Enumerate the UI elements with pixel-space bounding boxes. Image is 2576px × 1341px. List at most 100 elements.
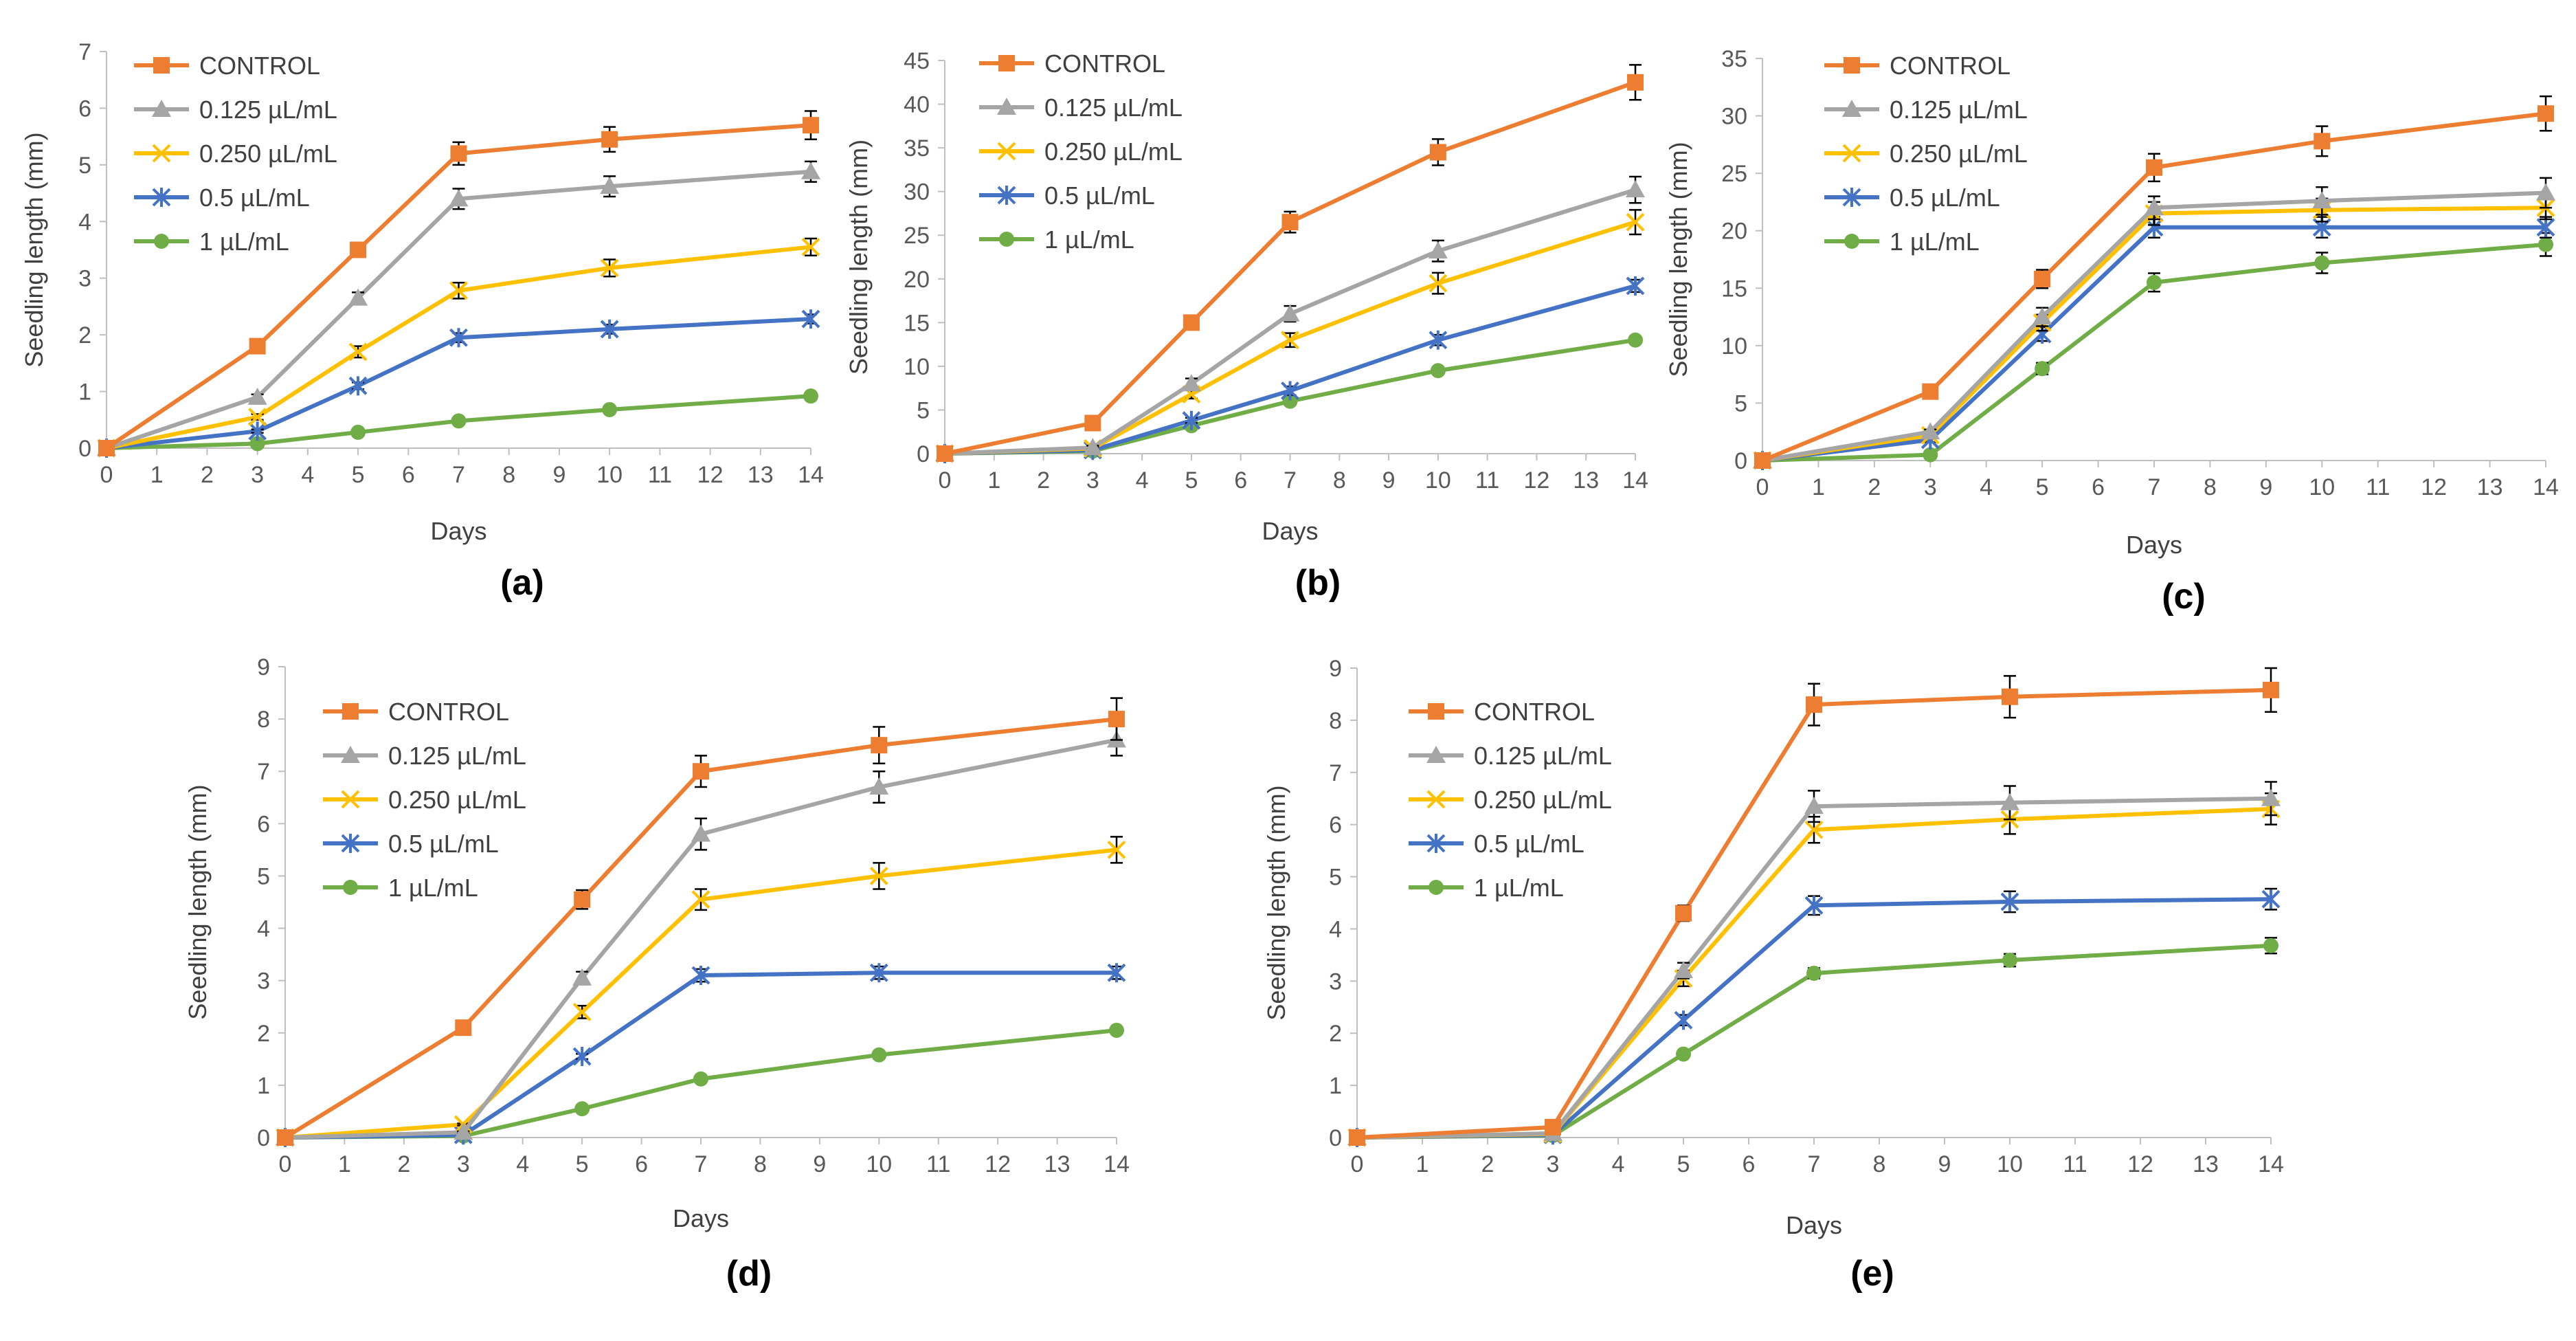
x-tick-label: 6 xyxy=(2092,474,2105,500)
legend-label: CONTROL xyxy=(199,52,320,80)
series-line xyxy=(944,80,1637,456)
data-point xyxy=(2144,198,2164,216)
data-point xyxy=(691,890,710,909)
legend-label: 0.5 µL/mL xyxy=(1890,184,2000,212)
x-tick-label: 0 xyxy=(939,467,952,494)
data-point xyxy=(572,1002,592,1021)
y-tick-label: 6 xyxy=(78,96,91,122)
data-point xyxy=(2035,361,2050,377)
x-axis-title: Days xyxy=(1786,1211,1842,1239)
legend-marker xyxy=(1428,703,1444,720)
data-point xyxy=(2032,307,2052,325)
x-tick-label: 8 xyxy=(1333,467,1346,494)
y-tick-label: 8 xyxy=(257,707,270,733)
y-tick-label: 0 xyxy=(1329,1125,1342,1151)
series-4 xyxy=(1347,887,2281,1147)
series-line xyxy=(1762,206,2546,463)
legend-marker xyxy=(153,57,170,74)
data-point xyxy=(574,891,591,908)
data-point xyxy=(2147,274,2162,290)
data-point xyxy=(1107,963,1126,983)
y-tick-label: 3 xyxy=(1329,968,1342,995)
x-tick-label: 11 xyxy=(926,1151,950,1177)
y-tick-label: 5 xyxy=(257,863,270,889)
data-point xyxy=(98,440,115,456)
data-point xyxy=(1674,961,1693,979)
x-tick-label: 9 xyxy=(1938,1151,1951,1177)
y-tick-label: 8 xyxy=(1329,708,1342,734)
data-point xyxy=(869,963,888,983)
x-tick-label: 10 xyxy=(596,462,623,488)
data-point xyxy=(348,376,368,396)
y-tick-label: 9 xyxy=(1329,656,1342,682)
x-axis-title: Days xyxy=(2126,531,2182,559)
data-point xyxy=(1349,1129,1365,1146)
x-tick-label: 1 xyxy=(150,462,164,488)
legend-marker xyxy=(1426,746,1446,763)
legend-marker xyxy=(152,100,171,117)
data-point xyxy=(693,1071,708,1087)
x-tick-label: 12 xyxy=(697,462,724,488)
data-point xyxy=(1626,180,1645,198)
panel-label: (a) xyxy=(500,563,544,603)
legend-label: 0.125 µL/mL xyxy=(1474,742,1612,770)
x-tick-label: 6 xyxy=(402,462,415,488)
x-tick-label: 9 xyxy=(813,1151,826,1177)
series-1 xyxy=(1349,667,2279,1146)
data-point xyxy=(1804,896,1824,916)
y-tick-label: 0 xyxy=(257,1125,270,1151)
series-line xyxy=(106,245,811,450)
legend-marker xyxy=(997,142,1016,161)
y-tick-label: 1 xyxy=(78,379,91,406)
x-tick-label: 3 xyxy=(1924,474,1937,500)
x-tick-label: 8 xyxy=(754,1151,767,1177)
data-point xyxy=(600,258,619,278)
series-1 xyxy=(937,64,1644,462)
y-tick-label: 4 xyxy=(1329,916,1342,942)
x-tick-label: 12 xyxy=(985,1151,1011,1177)
legend-label: 1 µL/mL xyxy=(199,228,289,256)
x-tick-label: 5 xyxy=(2036,474,2049,500)
series-line xyxy=(1356,897,2272,1140)
legend-marker xyxy=(1844,57,1860,74)
y-tick-label: 25 xyxy=(1721,161,1747,187)
series-1 xyxy=(1754,95,2554,469)
y-tick-label: 5 xyxy=(917,397,930,423)
x-tick-label: 12 xyxy=(1524,467,1550,494)
y-tick-label: 30 xyxy=(904,179,930,206)
series-line xyxy=(284,971,1117,1140)
legend-label: CONTROL xyxy=(1890,52,2011,80)
data-point xyxy=(1109,1022,1124,1038)
y-tick-label: 40 xyxy=(904,92,930,118)
y-axis-title: Seedling length (mm) xyxy=(183,784,212,1019)
data-point xyxy=(1280,304,1300,322)
legend-label: 0.125 µL/mL xyxy=(1890,96,2028,124)
x-tick-label: 3 xyxy=(251,462,264,488)
y-tick-label: 45 xyxy=(904,48,930,74)
data-point xyxy=(1107,840,1126,859)
legend-label: 0.5 µL/mL xyxy=(1474,830,1584,858)
series-line xyxy=(1356,796,2272,1140)
data-point xyxy=(2538,105,2554,122)
legend: CONTROL 0.125 µL/mL 0.250 µL/mL 0.5 µL/mL 1 … xyxy=(1409,698,1612,902)
legend: CONTROL 0.125 µL/mL 0.250 µL/mL 0.5 µL/mL 1 … xyxy=(323,698,526,902)
x-tick-label: 9 xyxy=(552,462,565,488)
legend-label: 0.250 µL/mL xyxy=(199,140,337,168)
x-tick-label: 2 xyxy=(1481,1151,1494,1177)
x-tick-label: 4 xyxy=(1612,1151,1625,1177)
x-tick-label: 10 xyxy=(2309,474,2335,500)
x-tick-label: 5 xyxy=(1185,467,1198,494)
x-tick-label: 3 xyxy=(1547,1151,1560,1177)
data-point xyxy=(871,1047,887,1063)
series-line xyxy=(1762,190,2546,463)
y-tick-label: 1 xyxy=(257,1073,270,1099)
data-point xyxy=(2261,889,2281,909)
x-tick-label: 14 xyxy=(1622,467,1648,494)
data-point xyxy=(1429,144,1446,161)
data-point xyxy=(1806,696,1822,713)
x-tick-label: 14 xyxy=(798,462,824,488)
y-tick-label: 7 xyxy=(257,759,270,785)
y-tick-label: 7 xyxy=(1329,760,1342,786)
